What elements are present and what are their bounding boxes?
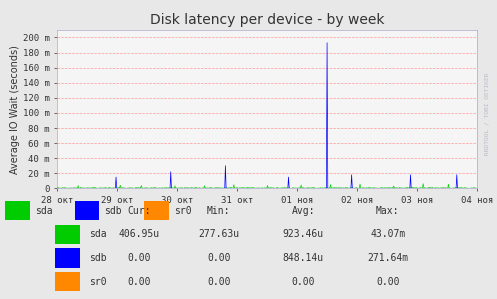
Text: 0.00: 0.00	[376, 277, 400, 287]
Bar	[55, 225, 80, 244]
Text: sda: sda	[89, 229, 107, 239]
Text: sdb: sdb	[104, 206, 122, 216]
Bar	[55, 248, 80, 268]
Text: 0.00: 0.00	[207, 253, 231, 263]
Text: Max:: Max:	[376, 206, 400, 216]
Text: 923.46u: 923.46u	[283, 229, 324, 239]
Bar	[5, 201, 30, 220]
Text: 271.64m: 271.64m	[367, 253, 408, 263]
Text: sr0: sr0	[174, 206, 191, 216]
Text: sdb: sdb	[89, 253, 107, 263]
Text: 406.95u: 406.95u	[119, 229, 160, 239]
Text: Avg:: Avg:	[291, 206, 315, 216]
Bar	[75, 201, 99, 220]
Text: 0.00: 0.00	[127, 253, 151, 263]
Text: sda: sda	[35, 206, 52, 216]
Text: 0.00: 0.00	[127, 277, 151, 287]
Bar	[55, 272, 80, 292]
Bar	[144, 201, 169, 220]
Y-axis label: Average IO Wait (seconds): Average IO Wait (seconds)	[10, 45, 20, 174]
Title: Disk latency per device - by week: Disk latency per device - by week	[150, 13, 384, 27]
Text: 277.63u: 277.63u	[198, 229, 239, 239]
Text: sr0: sr0	[89, 277, 107, 287]
Text: 848.14u: 848.14u	[283, 253, 324, 263]
Text: 43.07m: 43.07m	[370, 229, 405, 239]
Text: Cur:: Cur:	[127, 206, 151, 216]
Text: 0.00: 0.00	[291, 277, 315, 287]
Text: RRDTOOL / TOBI OETIKER: RRDTOOL / TOBI OETIKER	[485, 72, 490, 155]
Text: 0.00: 0.00	[207, 277, 231, 287]
Text: Min:: Min:	[207, 206, 231, 216]
